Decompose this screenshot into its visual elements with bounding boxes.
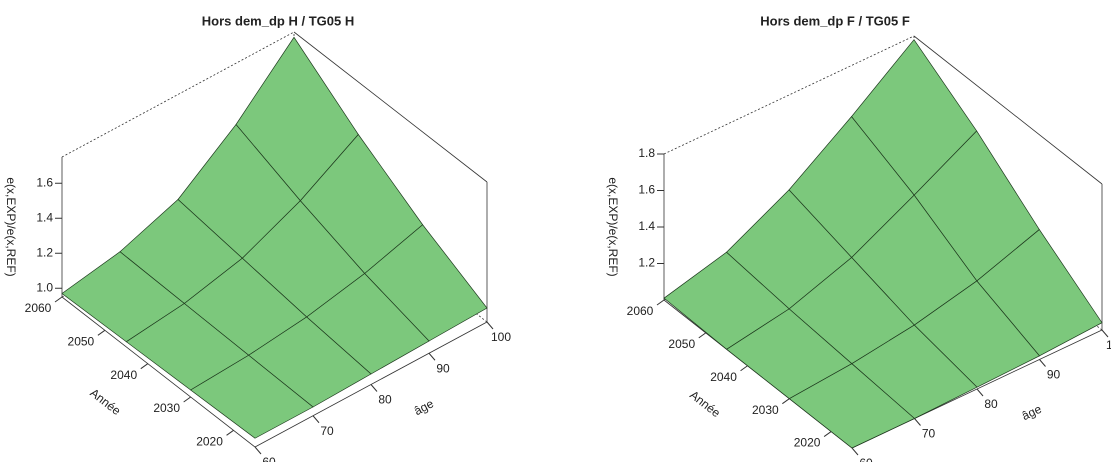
x-tick-label: 60 bbox=[262, 455, 276, 462]
y-tick bbox=[183, 396, 191, 403]
x-tick-label: 80 bbox=[378, 393, 392, 407]
y-tick-label: 2020 bbox=[794, 436, 821, 450]
y-tick bbox=[782, 398, 790, 405]
x-tick bbox=[254, 446, 262, 455]
y-tick bbox=[656, 299, 665, 306]
x-tick-label: 90 bbox=[1047, 368, 1061, 382]
z-tick-label: 1.8 bbox=[638, 146, 655, 160]
chart-title: Hors dem_dp F / TG05 F bbox=[760, 13, 910, 28]
x-tick-label: 70 bbox=[320, 424, 334, 438]
z-tick-label: 1.0 bbox=[36, 280, 53, 294]
box-edge bbox=[913, 35, 1103, 185]
y-tick-label: 2040 bbox=[110, 368, 137, 382]
y-tick-label: 2060 bbox=[627, 304, 654, 318]
y-tick-label: 2060 bbox=[25, 301, 52, 315]
y-tick bbox=[698, 332, 707, 339]
x-tick-label: 70 bbox=[922, 427, 936, 441]
x-tick-label: 100 bbox=[491, 330, 511, 344]
box-edge bbox=[293, 31, 488, 183]
y-tick bbox=[140, 363, 149, 370]
y-tick bbox=[740, 365, 748, 372]
y-tick bbox=[54, 296, 63, 303]
x-tick bbox=[914, 418, 921, 426]
z-axis-title: e(x,EXP)/e(x,REF) bbox=[4, 177, 18, 276]
z-tick-label: 1.2 bbox=[36, 245, 53, 259]
x-tick-label: 60 bbox=[859, 456, 873, 462]
x-tick bbox=[312, 415, 320, 424]
z-axis-title: e(x,EXP)/e(x,REF) bbox=[606, 177, 620, 276]
y-tick-label: 2050 bbox=[68, 335, 95, 349]
x-tick bbox=[1101, 329, 1109, 338]
y-tick bbox=[823, 431, 832, 437]
x-tick bbox=[976, 388, 984, 397]
x-tick bbox=[851, 447, 859, 456]
x-tick bbox=[486, 321, 494, 330]
box-edge bbox=[61, 296, 256, 448]
z-tick-label: 1.4 bbox=[638, 219, 655, 233]
y-axis-title: Année bbox=[687, 388, 723, 421]
y-tick-label: 2020 bbox=[196, 435, 223, 449]
y-axis-title: Année bbox=[87, 386, 123, 419]
x-tick bbox=[370, 384, 378, 392]
z-tick-label: 1.4 bbox=[36, 210, 53, 224]
x-axis-title: âge bbox=[1020, 402, 1044, 423]
z-tick-label: 1.6 bbox=[36, 175, 53, 189]
z-tick-label: 1.6 bbox=[638, 183, 655, 197]
x-tick-label: 90 bbox=[436, 361, 450, 375]
x-tick-label: 100 bbox=[1106, 338, 1111, 352]
x-axis-title: âge bbox=[412, 396, 437, 418]
surface-patch bbox=[190, 354, 314, 439]
x-tick-label: 80 bbox=[984, 397, 998, 411]
x-tick bbox=[428, 352, 436, 361]
y-tick bbox=[97, 329, 106, 336]
y-tick-label: 2050 bbox=[668, 337, 695, 351]
y-tick bbox=[226, 429, 234, 436]
y-tick-label: 2040 bbox=[710, 370, 737, 384]
y-tick-label: 2030 bbox=[752, 403, 779, 417]
chart-title: Hors dem_dp H / TG05 H bbox=[202, 13, 354, 28]
y-tick-label: 2030 bbox=[153, 401, 180, 415]
surface-patch bbox=[788, 363, 916, 449]
z-tick-label: 1.2 bbox=[638, 256, 655, 270]
x-tick bbox=[1039, 359, 1046, 367]
